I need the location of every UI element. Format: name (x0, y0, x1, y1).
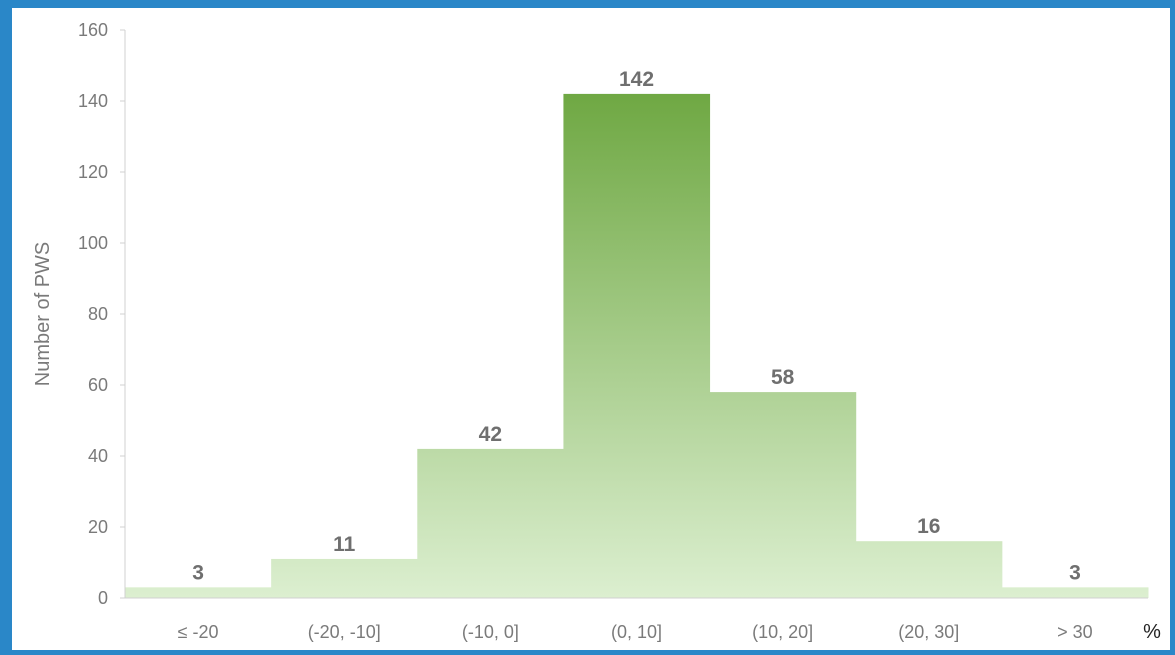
x-tick-label: (10, 20] (752, 622, 813, 642)
y-axis-title: Number of PWS (32, 242, 54, 386)
bars-layer (125, 93, 1149, 599)
x-axis-unit-label: % (1143, 621, 1161, 643)
y-tick-label: 100 (78, 233, 108, 253)
x-ticks-layer: ≤ -20 (-20, -10] (-10, 0] (0, 10] (10, 20] (2… (178, 622, 1093, 642)
y-ticks-layer: 0 20 40 60 80 100 120 140 160 (78, 20, 125, 608)
bar (709, 392, 857, 598)
x-tick-label: ≤ -20 (178, 622, 219, 642)
y-tick-label: 120 (78, 162, 108, 182)
y-tick-label: 0 (98, 588, 108, 608)
chart-frame: 0 20 40 60 80 100 120 140 160 ≤ -20 (-20, -10] (-1… (12, 8, 1170, 650)
bar (1001, 587, 1149, 598)
bar-value-label: 42 (479, 423, 502, 446)
bar (855, 541, 1003, 598)
bar (417, 448, 564, 598)
y-tick-label: 140 (78, 91, 108, 111)
x-tick-label: (20, 30] (898, 622, 959, 642)
y-tick-label: 60 (88, 375, 108, 395)
x-tick-label: (0, 10] (611, 622, 662, 642)
x-tick-label: (-10, 0] (462, 622, 519, 642)
bar (563, 93, 711, 599)
x-tick-label: > 30 (1057, 622, 1093, 642)
y-tick-label: 160 (78, 20, 108, 40)
bar-value-label: 3 (1069, 561, 1081, 584)
bar-value-label: 58 (771, 366, 795, 389)
bar-value-label: 16 (917, 515, 940, 538)
bar (271, 558, 418, 598)
histogram-chart: 0 20 40 60 80 100 120 140 160 ≤ -20 (-20, -10] (-1… (32, 20, 1161, 643)
bar (125, 587, 272, 598)
y-tick-label: 20 (88, 517, 108, 537)
value-labels-layer: 3 11 42 142 58 16 3 (192, 68, 1081, 584)
bar-value-label: 11 (333, 533, 356, 556)
x-tick-label: (-20, -10] (308, 622, 381, 642)
bar-value-label: 3 (192, 561, 204, 584)
y-tick-label: 80 (88, 304, 108, 324)
y-tick-label: 40 (88, 446, 108, 466)
bar-value-label: 142 (619, 68, 654, 91)
